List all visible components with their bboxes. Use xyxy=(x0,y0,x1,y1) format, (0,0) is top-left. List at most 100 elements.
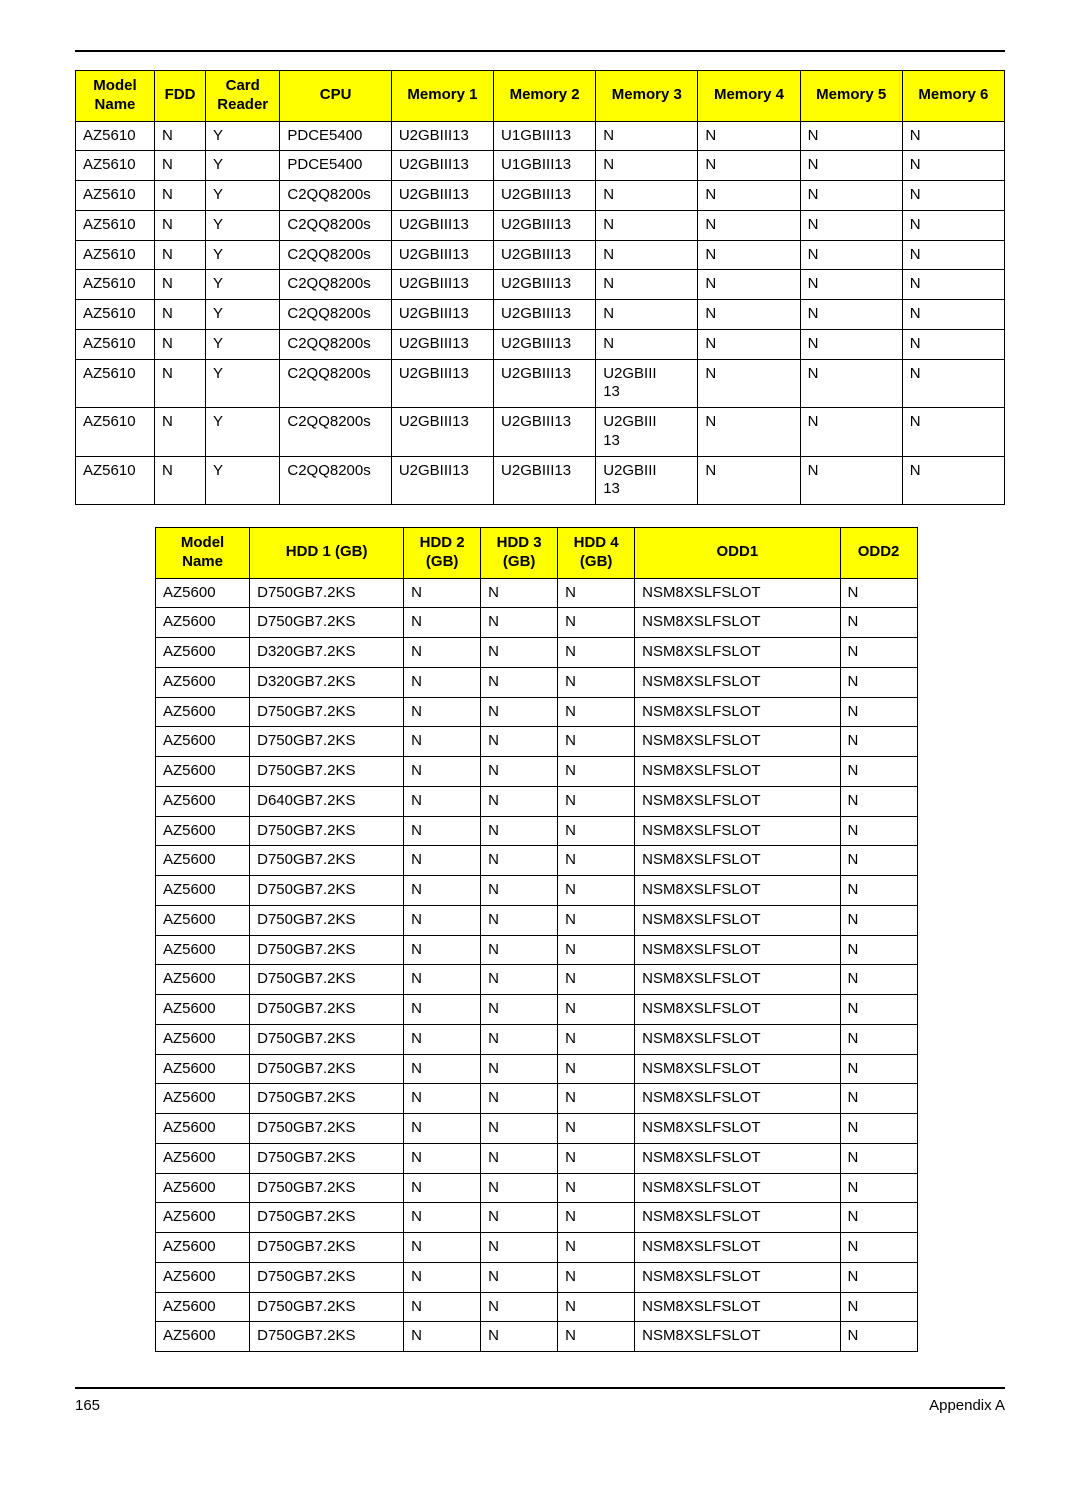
table-cell: N xyxy=(481,667,558,697)
table-cell: NSM8XSLFSLOT xyxy=(635,1143,840,1173)
table-cell: N xyxy=(481,1084,558,1114)
table-cell: N xyxy=(404,1024,481,1054)
table-cell: D750GB7.2KS xyxy=(250,578,404,608)
table-cell: D320GB7.2KS xyxy=(250,667,404,697)
table-cell: N xyxy=(558,1143,635,1173)
table-cell: N xyxy=(800,359,902,408)
table-row: AZ5600D750GB7.2KSNNNNSM8XSLFSLOTN xyxy=(156,1114,918,1144)
table-cell: AZ5600 xyxy=(156,965,250,995)
column-header: Memory 3 xyxy=(596,71,698,122)
table-cell: N xyxy=(154,240,205,270)
column-header: Model Name xyxy=(156,528,250,579)
table-cell: U1GBIII13 xyxy=(494,121,596,151)
table-cell: C2QQ8200s xyxy=(280,210,391,240)
table-row: AZ5600D750GB7.2KSNNNNSM8XSLFSLOTN xyxy=(156,1322,918,1352)
table-cell: U2GBIII13 xyxy=(391,329,493,359)
table-cell: AZ5600 xyxy=(156,1233,250,1263)
table-cell: NSM8XSLFSLOT xyxy=(635,608,840,638)
table-cell: N xyxy=(154,456,205,505)
table-cell: D750GB7.2KS xyxy=(250,1054,404,1084)
table-row: AZ5610NYC2QQ8200sU2GBIII13U2GBIII13U2GBI… xyxy=(76,408,1005,457)
table-cell: C2QQ8200s xyxy=(280,359,391,408)
column-header: CPU xyxy=(280,71,391,122)
table-cell: N xyxy=(404,608,481,638)
table-cell: N xyxy=(481,757,558,787)
table-cell: N xyxy=(481,727,558,757)
table-cell: N xyxy=(840,1233,917,1263)
table-cell: U2GBIII13 xyxy=(391,121,493,151)
table-cell: N xyxy=(558,876,635,906)
table-cell: Y xyxy=(206,408,280,457)
table-cell: N xyxy=(558,1114,635,1144)
table-cell: N xyxy=(404,727,481,757)
table-cell: AZ5600 xyxy=(156,1292,250,1322)
table-cell: AZ5610 xyxy=(76,359,155,408)
table-cell: AZ5610 xyxy=(76,456,155,505)
table-cell: AZ5600 xyxy=(156,757,250,787)
table-cell: AZ5600 xyxy=(156,786,250,816)
table-cell: AZ5610 xyxy=(76,300,155,330)
table-row: AZ5600D750GB7.2KSNNNNSM8XSLFSLOTN xyxy=(156,816,918,846)
table-cell: NSM8XSLFSLOT xyxy=(635,1084,840,1114)
table-cell: N xyxy=(154,181,205,211)
table-cell: N xyxy=(404,1054,481,1084)
table-cell: NSM8XSLFSLOT xyxy=(635,905,840,935)
table-cell: NSM8XSLFSLOT xyxy=(635,786,840,816)
table-cell: N xyxy=(840,1322,917,1352)
table-cell: AZ5610 xyxy=(76,181,155,211)
table-cell: N xyxy=(481,608,558,638)
table-cell: N xyxy=(558,727,635,757)
table-row: AZ5600D750GB7.2KSNNNNSM8XSLFSLOTN xyxy=(156,1262,918,1292)
table-cell: N xyxy=(800,456,902,505)
table-cell: U2GBIII13 xyxy=(494,408,596,457)
table-cell: N xyxy=(404,697,481,727)
table-row: AZ5600D750GB7.2KSNNNNSM8XSLFSLOTN xyxy=(156,757,918,787)
table-cell: AZ5600 xyxy=(156,1262,250,1292)
table-cell: N xyxy=(840,697,917,727)
table-cell: N xyxy=(596,181,698,211)
table-cell: N xyxy=(840,667,917,697)
column-header: FDD xyxy=(154,71,205,122)
table-row: AZ5600D750GB7.2KSNNNNSM8XSLFSLOTN xyxy=(156,905,918,935)
page-container: Model NameFDDCard ReaderCPUMemory 1Memor… xyxy=(0,0,1080,1444)
table-cell: D320GB7.2KS xyxy=(250,638,404,668)
table-cell: C2QQ8200s xyxy=(280,181,391,211)
table-cell: N xyxy=(481,876,558,906)
table-cell: N xyxy=(481,1322,558,1352)
table-cell: U2GBIII13 xyxy=(391,359,493,408)
table-cell: N xyxy=(698,181,800,211)
table-cell: N xyxy=(902,329,1004,359)
table-cell: N xyxy=(698,270,800,300)
column-header: HDD 4 (GB) xyxy=(558,528,635,579)
column-header: HDD 3 (GB) xyxy=(481,528,558,579)
table-cell: U2GBIII13 xyxy=(391,210,493,240)
table-cell: AZ5600 xyxy=(156,1024,250,1054)
table-cell: N xyxy=(840,608,917,638)
table-cell: N xyxy=(404,578,481,608)
table-cell: N xyxy=(154,151,205,181)
table-cell: N xyxy=(902,270,1004,300)
table-cell: U2GBIII13 xyxy=(494,300,596,330)
table-cell: N xyxy=(902,151,1004,181)
table-cell: N xyxy=(481,905,558,935)
table-cell: N xyxy=(558,995,635,1025)
table-cell: N xyxy=(840,1203,917,1233)
table-cell: N xyxy=(404,935,481,965)
table-cell: NSM8XSLFSLOT xyxy=(635,578,840,608)
table-cell: N xyxy=(481,1262,558,1292)
table-cell: U2GBIII13 xyxy=(494,270,596,300)
table-cell: N xyxy=(481,786,558,816)
table-cell: N xyxy=(902,359,1004,408)
table-cell: N xyxy=(840,727,917,757)
table-cell: N xyxy=(558,1084,635,1114)
table-cell: NSM8XSLFSLOT xyxy=(635,1262,840,1292)
table-cell: N xyxy=(902,210,1004,240)
table-cell: N xyxy=(558,1262,635,1292)
table-cell: N xyxy=(404,816,481,846)
table-cell: N xyxy=(558,1203,635,1233)
column-header: HDD 1 (GB) xyxy=(250,528,404,579)
table-cell: N xyxy=(596,329,698,359)
table-cell: NSM8XSLFSLOT xyxy=(635,727,840,757)
table-cell: D750GB7.2KS xyxy=(250,1024,404,1054)
table-cell: AZ5610 xyxy=(76,210,155,240)
